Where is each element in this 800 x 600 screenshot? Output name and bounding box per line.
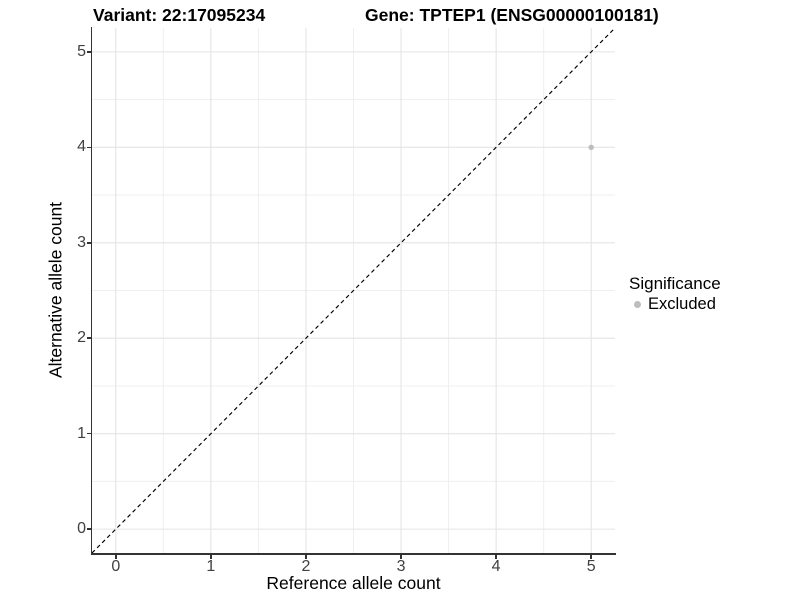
x-tick-mark [495,554,497,559]
x-tick-mark [400,554,402,559]
y-axis-line [90,27,92,554]
legend-item: Excluded [629,294,721,314]
y-tick-mark [86,51,91,53]
x-tick-label: 0 [111,558,121,575]
y-tick-label: 5 [77,42,86,60]
legend-item-label: Excluded [648,295,716,313]
plot-panel [92,28,615,553]
y-axis-title: Alternative allele count [45,201,66,379]
y-tick-mark [86,337,91,339]
x-tick-label: 5 [586,558,596,575]
y-tick-label: 1 [77,424,86,442]
identity-reference-line [92,28,615,553]
y-tick-label: 3 [77,233,86,251]
plot-title-variant: Variant: 22:17095234 [93,5,266,25]
legend-title: Significance [629,274,721,293]
y-tick-mark [86,146,91,149]
y-tick-label: 2 [77,329,86,347]
x-tick-label: 2 [301,558,311,575]
x-axis-line [90,553,616,555]
data-point [588,144,594,151]
x-axis-title: Reference allele count [266,573,441,593]
x-tick-label: 3 [396,558,406,575]
x-tick-mark [210,554,212,559]
legend-key-dot [634,300,641,308]
x-tick-label: 4 [491,558,501,575]
y-tick-label: 4 [77,138,86,156]
y-tick-mark [86,242,91,244]
y-tick-label: 0 [77,520,86,538]
plot-canvas [92,28,615,553]
legend: Significance Excluded [629,274,721,314]
x-tick-mark [590,554,592,559]
y-tick-mark [86,528,91,530]
x-tick-mark [115,554,117,559]
y-tick-mark [86,432,91,435]
plot-title-gene: Gene: TPTEP1 (ENSG00000100181) [365,5,659,25]
x-tick-mark [305,554,307,559]
x-tick-label: 1 [206,558,216,575]
legend-items: Excluded [629,294,721,314]
